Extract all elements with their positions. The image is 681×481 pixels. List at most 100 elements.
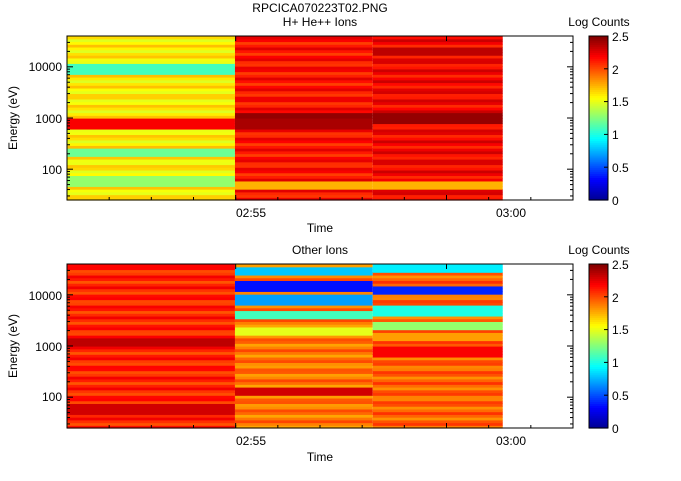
heatmap-cell (234, 315, 373, 320)
heatmap-cell (372, 49, 503, 53)
heatmap-cell (372, 150, 503, 155)
heatmap-cell (372, 307, 503, 312)
heatmap-cell (372, 272, 503, 276)
heatmap-cell (372, 112, 503, 116)
heatmap-cell (234, 60, 373, 64)
x-tick-label: 02:55 (236, 206, 266, 220)
heatmap-cell (67, 384, 235, 388)
heatmap-cell (67, 71, 235, 75)
heatmap-cell (372, 274, 503, 279)
panel-h-he-ions: H+ He++ Ions 100 1000 10000 02:55 03:00 … (6, 15, 630, 235)
colorbar-swatch (589, 36, 608, 39)
colorbar-swatch (589, 325, 608, 329)
heatmap-cell (234, 164, 373, 168)
heatmap-cell (234, 197, 373, 201)
heatmap-cell (67, 373, 235, 377)
heatmap-cell (234, 66, 373, 70)
heatmap-cell (372, 169, 503, 174)
heatmap-cell (234, 104, 373, 108)
colorbar-swatch (589, 136, 608, 140)
heatmap-cell (67, 150, 235, 155)
panel-title: Other Ions (292, 243, 348, 257)
heatmap-cell (67, 343, 235, 347)
x-tick-label: 03:00 (496, 434, 526, 448)
heatmap-cell (372, 36, 503, 40)
heatmap-cell (67, 112, 235, 116)
heatmap-cell (372, 332, 503, 336)
heatmap-cell (67, 313, 235, 317)
heatmap-cell (234, 55, 373, 59)
heatmap-cell (234, 389, 373, 394)
colorbar-swatch (589, 311, 608, 314)
colorbar-tick-label: 0 (612, 194, 619, 208)
heatmap-cell (67, 302, 235, 306)
heatmap-cell (67, 44, 235, 48)
colorbar-swatch (589, 364, 608, 368)
colorbar-frame (588, 35, 609, 201)
colorbar-label: Log Counts (568, 243, 629, 257)
heatmap-cell (234, 305, 373, 309)
colorbar-swatch (589, 305, 608, 308)
colorbar-tick-label: 2.5 (612, 30, 629, 44)
colorbar-tick-label: 0.5 (612, 389, 629, 403)
colorbar-swatch (589, 87, 608, 90)
heatmap-cell (67, 277, 235, 281)
colorbar-swatch (589, 187, 608, 191)
heatmap-cell (234, 324, 373, 328)
heatmap-cell (67, 326, 235, 331)
colorbar-swatch (589, 101, 608, 105)
heatmap-cell (372, 63, 503, 67)
heatmap-cell (67, 52, 235, 56)
colorbar-swatch (589, 118, 608, 121)
heatmap-cell (234, 321, 373, 325)
heatmap-cell (234, 414, 373, 418)
heatmap-cell (234, 354, 373, 358)
heatmap-cell (372, 356, 503, 361)
heatmap-cell (234, 343, 373, 347)
heatmap-cell (372, 313, 503, 317)
heatmap-cell (372, 411, 503, 415)
heatmap-cell (372, 175, 503, 179)
heatmap-cell (372, 164, 503, 168)
heatmap-cell (372, 373, 503, 377)
heatmap-cell (67, 90, 235, 94)
heatmap-cell (372, 419, 503, 424)
colorbar-swatch (589, 99, 608, 103)
heatmap-cell (372, 128, 503, 133)
heatmap-cell (67, 123, 235, 127)
colorbar-swatch (589, 348, 608, 351)
heatmap-cell (372, 359, 503, 363)
colorbar-swatch (589, 134, 608, 138)
heatmap-cell (67, 101, 235, 105)
heatmap-cell (67, 417, 235, 421)
colorbar-tick-label: 0 (612, 422, 619, 436)
heatmap-cell (67, 387, 235, 391)
heatmap-cell (372, 310, 503, 314)
heatmap-cell (234, 145, 373, 149)
heatmap-cell (67, 346, 235, 350)
colorbar-tick-label: 1.5 (612, 323, 629, 337)
colorbar (589, 35, 608, 201)
heatmap-cell (234, 131, 373, 135)
heatmap-cell (234, 41, 373, 45)
heatmap-cell (372, 167, 503, 171)
heatmap-cell (67, 82, 235, 86)
heatmap-cell (372, 66, 503, 70)
colorbar-swatch (589, 298, 608, 302)
colorbar-swatch (589, 74, 608, 78)
colorbar-swatch (589, 360, 608, 363)
heatmap-cell (372, 131, 503, 135)
heatmap-cell (372, 44, 503, 48)
heatmap-cell (67, 403, 235, 407)
heatmap-cell (67, 406, 235, 410)
colorbar-swatch (589, 329, 608, 333)
heatmap-cell (372, 41, 503, 45)
heatmap-cell (67, 389, 235, 394)
heatmap-cell (67, 351, 235, 355)
colorbar-swatch (589, 62, 608, 66)
colorbar-swatch (589, 54, 608, 58)
heatmap-cell (67, 55, 235, 59)
heatmap-cell (234, 387, 373, 391)
heatmap-cell (67, 134, 235, 138)
heatmap-cell (372, 172, 503, 176)
